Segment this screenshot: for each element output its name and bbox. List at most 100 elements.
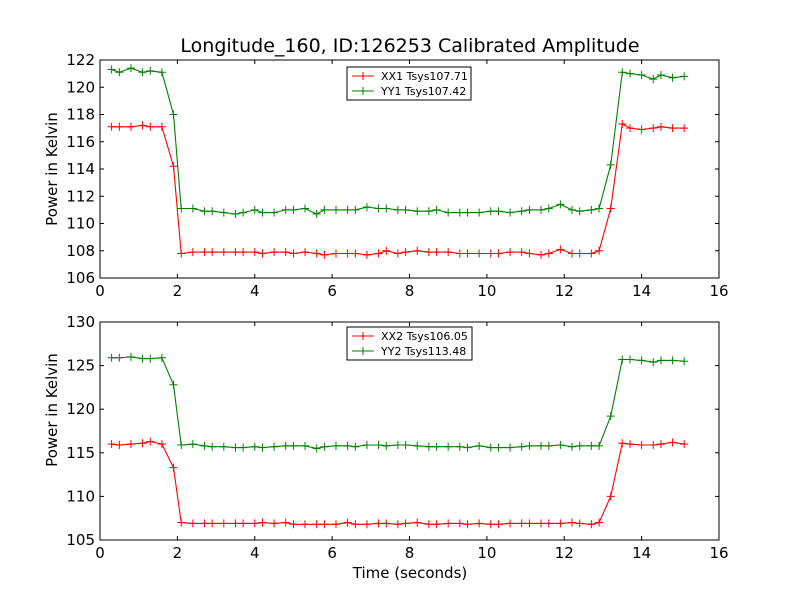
data-point <box>606 204 615 213</box>
data-point <box>444 519 453 528</box>
data-point <box>281 205 290 214</box>
data-point <box>649 358 658 367</box>
data-point <box>595 441 604 450</box>
legend: XX1 Tsys107.71 YY1 Tsys107.42 <box>346 66 472 101</box>
data-point <box>506 443 515 452</box>
data-point <box>595 204 604 213</box>
data-point <box>424 520 433 529</box>
data-point <box>331 205 340 214</box>
legend-label: YY1 Tsys107.42 <box>380 85 466 98</box>
data-point <box>626 355 635 364</box>
data-point <box>537 441 546 450</box>
data-point <box>393 249 402 258</box>
data-point <box>231 519 240 528</box>
data-point <box>270 248 279 257</box>
legend-marker <box>359 347 367 355</box>
data-point <box>680 124 689 133</box>
y-tick-label: 106 <box>66 269 95 287</box>
data-point <box>506 248 515 257</box>
data-point <box>413 518 422 527</box>
data-point <box>231 209 240 218</box>
data-point <box>455 519 464 528</box>
data-point <box>126 122 135 131</box>
data-point <box>668 73 677 82</box>
data-point <box>188 519 197 528</box>
data-point <box>544 441 553 450</box>
x-tick-label: 8 <box>405 282 415 300</box>
data-point <box>239 519 248 528</box>
data-point <box>177 204 186 213</box>
chart-top-title: Longitude_160, ID:126253 Calibrated Ampl… <box>180 35 639 57</box>
data-point <box>587 520 596 529</box>
data-point <box>432 205 441 214</box>
data-point <box>626 440 635 449</box>
data-point <box>506 519 515 528</box>
data-point <box>618 120 627 129</box>
data-point <box>126 352 135 361</box>
data-point <box>626 69 635 78</box>
data-point <box>289 441 298 450</box>
data-point <box>270 208 279 217</box>
data-point <box>301 441 310 450</box>
data-point <box>312 520 321 529</box>
x-tick-label: 4 <box>250 282 260 300</box>
x-tick-label: 16 <box>709 544 728 562</box>
data-point <box>680 72 689 81</box>
legend-label: YY2 Tsys113.48 <box>380 345 466 358</box>
data-point <box>626 124 635 133</box>
data-point <box>146 437 155 446</box>
data-point <box>649 75 658 84</box>
data-point <box>463 520 472 529</box>
data-point <box>587 249 596 258</box>
data-point <box>506 208 515 217</box>
data-point <box>219 442 228 451</box>
data-point <box>444 442 453 451</box>
y-tick-label: 114 <box>66 160 95 178</box>
data-point <box>618 439 627 448</box>
data-point <box>567 249 576 258</box>
data-point <box>320 442 329 451</box>
data-point <box>525 441 534 450</box>
data-point <box>107 440 116 449</box>
data-point <box>250 442 259 451</box>
data-point <box>138 121 147 130</box>
data-point <box>668 356 677 365</box>
data-point <box>668 438 677 447</box>
y-tick-label: 110 <box>66 487 95 505</box>
data-point <box>517 519 526 528</box>
legend-marker <box>359 332 367 340</box>
data-point <box>169 463 178 472</box>
x-tick-label: 6 <box>327 544 337 562</box>
data-point <box>146 66 155 75</box>
data-point <box>239 208 248 217</box>
data-point <box>200 441 209 450</box>
data-point <box>382 519 391 528</box>
data-point <box>537 519 546 528</box>
data-point <box>374 519 383 528</box>
legend-marker <box>359 87 367 95</box>
data-point <box>587 205 596 214</box>
data-point <box>567 442 576 451</box>
data-point <box>146 354 155 363</box>
data-point <box>606 492 615 501</box>
data-point <box>231 443 240 452</box>
y-tick-label: 115 <box>66 444 95 462</box>
data-point <box>486 520 495 529</box>
chart-top: Longitude_160, ID:126253 Calibrated Ampl… <box>43 35 729 300</box>
data-point <box>188 440 197 449</box>
data-point <box>115 68 124 77</box>
x-tick-label: 6 <box>327 282 337 300</box>
data-point <box>444 208 453 217</box>
data-point <box>200 207 209 216</box>
x-tick-label: 4 <box>250 544 260 562</box>
data-point <box>656 70 665 79</box>
data-point <box>258 443 267 452</box>
data-point <box>362 440 371 449</box>
data-point <box>331 249 340 258</box>
data-point <box>301 248 310 257</box>
data-point <box>544 519 553 528</box>
data-point <box>289 520 298 529</box>
data-point <box>656 122 665 131</box>
data-point <box>188 248 197 257</box>
